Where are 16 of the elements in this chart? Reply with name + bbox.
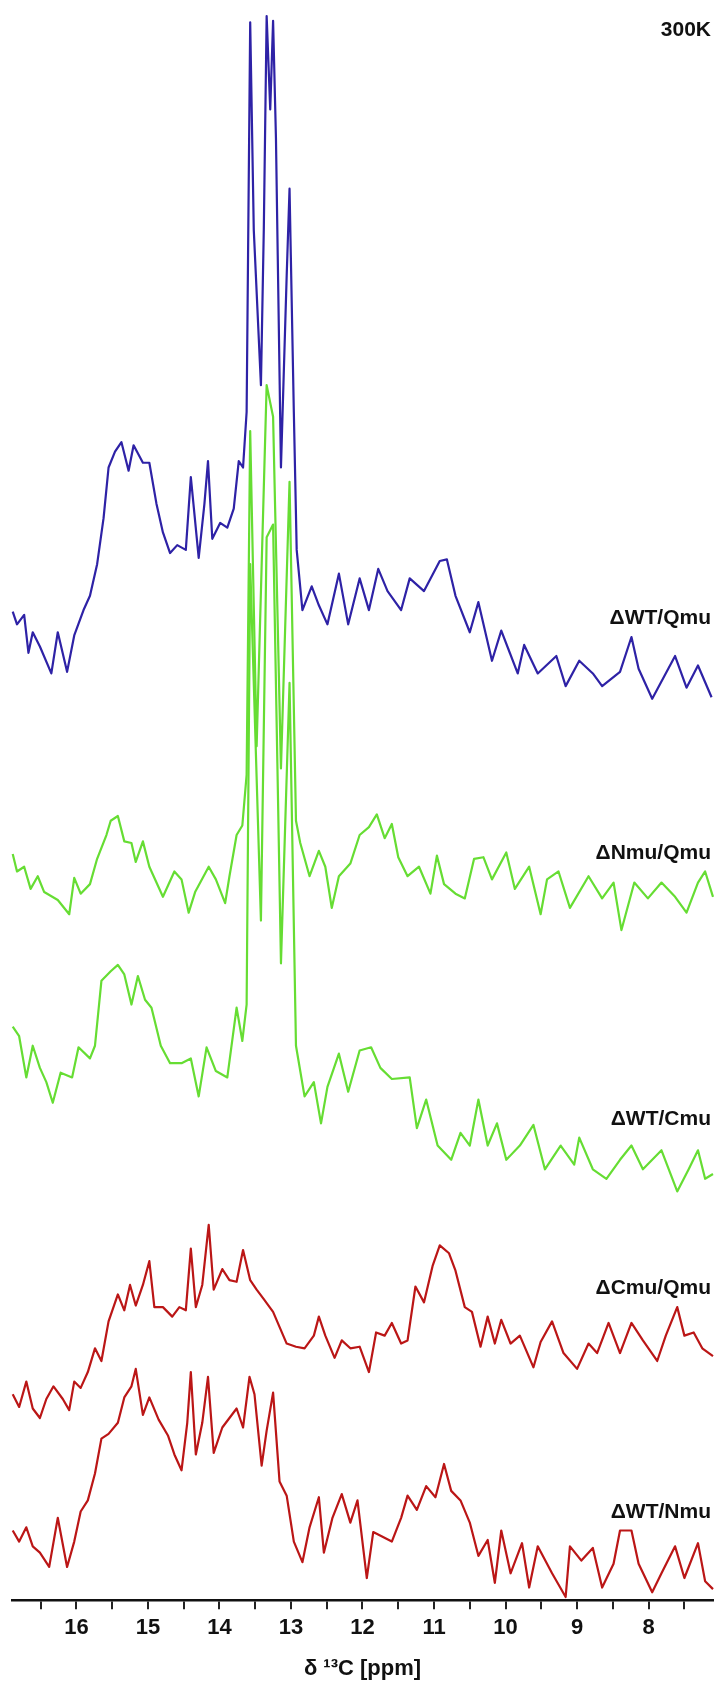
x-tick-label: 13: [278, 1614, 304, 1640]
x-tick-label: 12: [350, 1614, 375, 1640]
x-tick-label: 10: [493, 1614, 518, 1640]
x-tick-label: 16: [64, 1614, 89, 1640]
x-tick-label: 15: [135, 1614, 161, 1640]
series-label: ΔNmu/Qmu: [595, 839, 711, 863]
x-axis-title: δ ¹³C [ppm]: [303, 1654, 422, 1680]
x-tick-label: 14: [207, 1614, 233, 1640]
series-label: ΔWT/Qmu: [609, 605, 711, 629]
series-label: ΔCmu/Qmu: [595, 1275, 711, 1299]
series-label: ΔWT/Cmu: [610, 1105, 711, 1129]
series-label: ΔWT/Nmu: [610, 1498, 711, 1522]
x-tick-label: 8: [642, 1614, 655, 1640]
x-tick-label: 11: [422, 1614, 446, 1640]
annotation: 300K: [660, 17, 711, 41]
x-tick-label: 9: [570, 1614, 584, 1640]
